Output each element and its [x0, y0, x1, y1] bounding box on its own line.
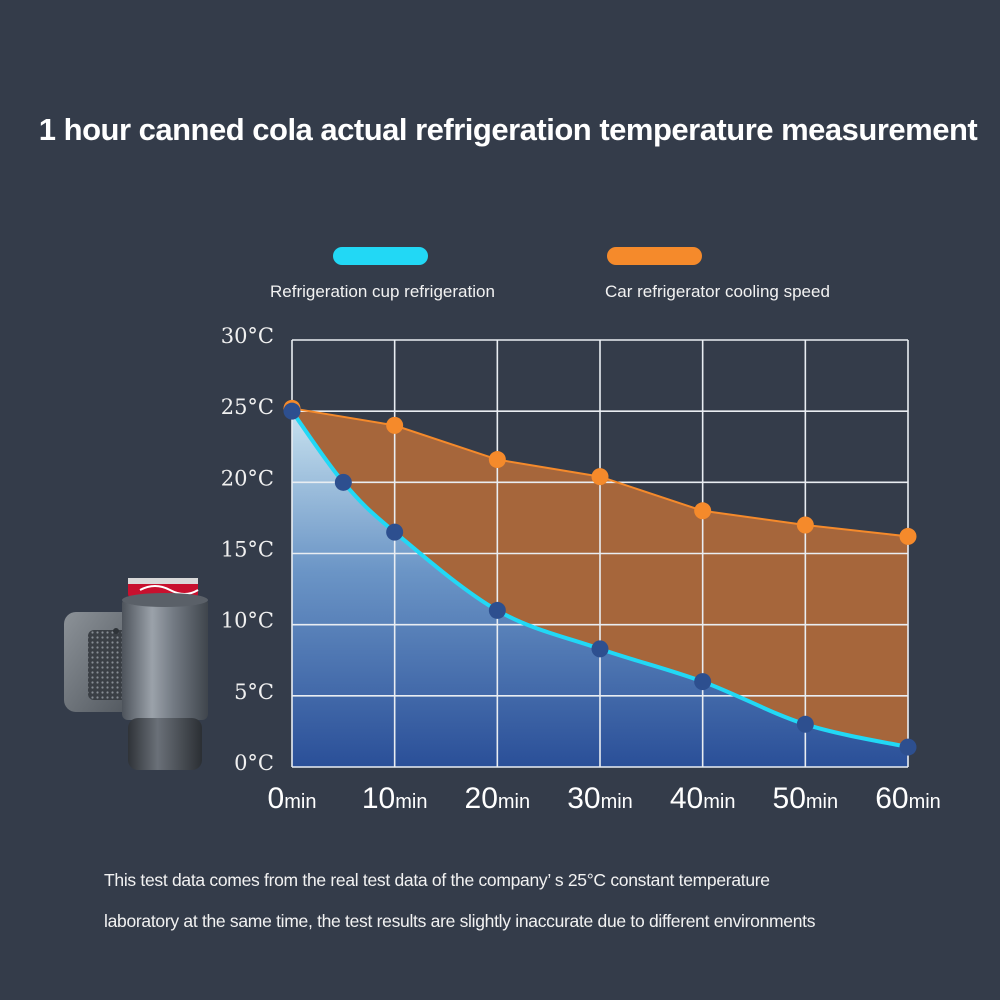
cup-refrigeration-point: [386, 523, 404, 541]
x-tick-label: 20min: [465, 782, 531, 815]
car-refrigerator-point: [488, 451, 506, 469]
y-tick-label: 15°C: [221, 538, 274, 562]
cup-refrigeration-point: [694, 673, 712, 691]
car-refrigerator-point: [386, 416, 404, 434]
car-refrigerator-point: [694, 502, 712, 520]
chart-points: [283, 399, 917, 756]
x-tick-label: 60min: [875, 782, 941, 815]
y-tick-label: 10°C: [221, 609, 274, 633]
legend-label-car: Car refrigerator cooling speed: [605, 282, 830, 301]
cup-refrigeration-area: [292, 411, 908, 767]
product-illustration: [64, 578, 208, 770]
cup-refrigeration-point: [283, 402, 301, 420]
x-tick-label: 50min: [773, 782, 839, 815]
x-axis-ticks: 0min 10min 20min 30min 40min 50min 60min: [268, 782, 941, 815]
car-refrigerator-point: [899, 527, 917, 545]
car-refrigerator-point: [796, 516, 814, 534]
car-refrigerator-point: [591, 468, 609, 486]
footnote-line-2: laboratory at the same time, the test re…: [104, 911, 816, 931]
cup-refrigeration-point: [488, 601, 506, 619]
legend-label-cup: Refrigeration cup refrigeration: [270, 282, 495, 301]
y-axis-ticks: 0°C 5°C 10°C 15°C 20°C 25°C 30°C: [221, 324, 274, 775]
x-tick-label: 10min: [362, 782, 428, 815]
footnote-line-1: This test data comes from the real test …: [104, 870, 770, 890]
legend-swatch-car: [607, 247, 702, 265]
cup-refrigeration-point: [796, 715, 814, 733]
y-tick-label: 20°C: [221, 466, 274, 490]
legend-swatch-cup: [333, 247, 428, 265]
y-tick-label: 30°C: [221, 324, 274, 348]
chart-grid: [291, 339, 909, 768]
y-tick-label: 5°C: [234, 680, 274, 704]
x-tick-label: 40min: [670, 782, 736, 815]
cup-refrigeration-point: [899, 738, 917, 756]
y-tick-label: 0°C: [234, 751, 274, 775]
y-tick-label: 25°C: [221, 395, 274, 419]
cup-refrigeration-point: [591, 640, 609, 658]
x-tick-label: 0min: [268, 782, 317, 815]
x-tick-label: 30min: [567, 782, 633, 815]
chart-title: 1 hour canned cola actual refrigeration …: [38, 112, 978, 147]
cup-refrigeration-point: [334, 473, 352, 491]
